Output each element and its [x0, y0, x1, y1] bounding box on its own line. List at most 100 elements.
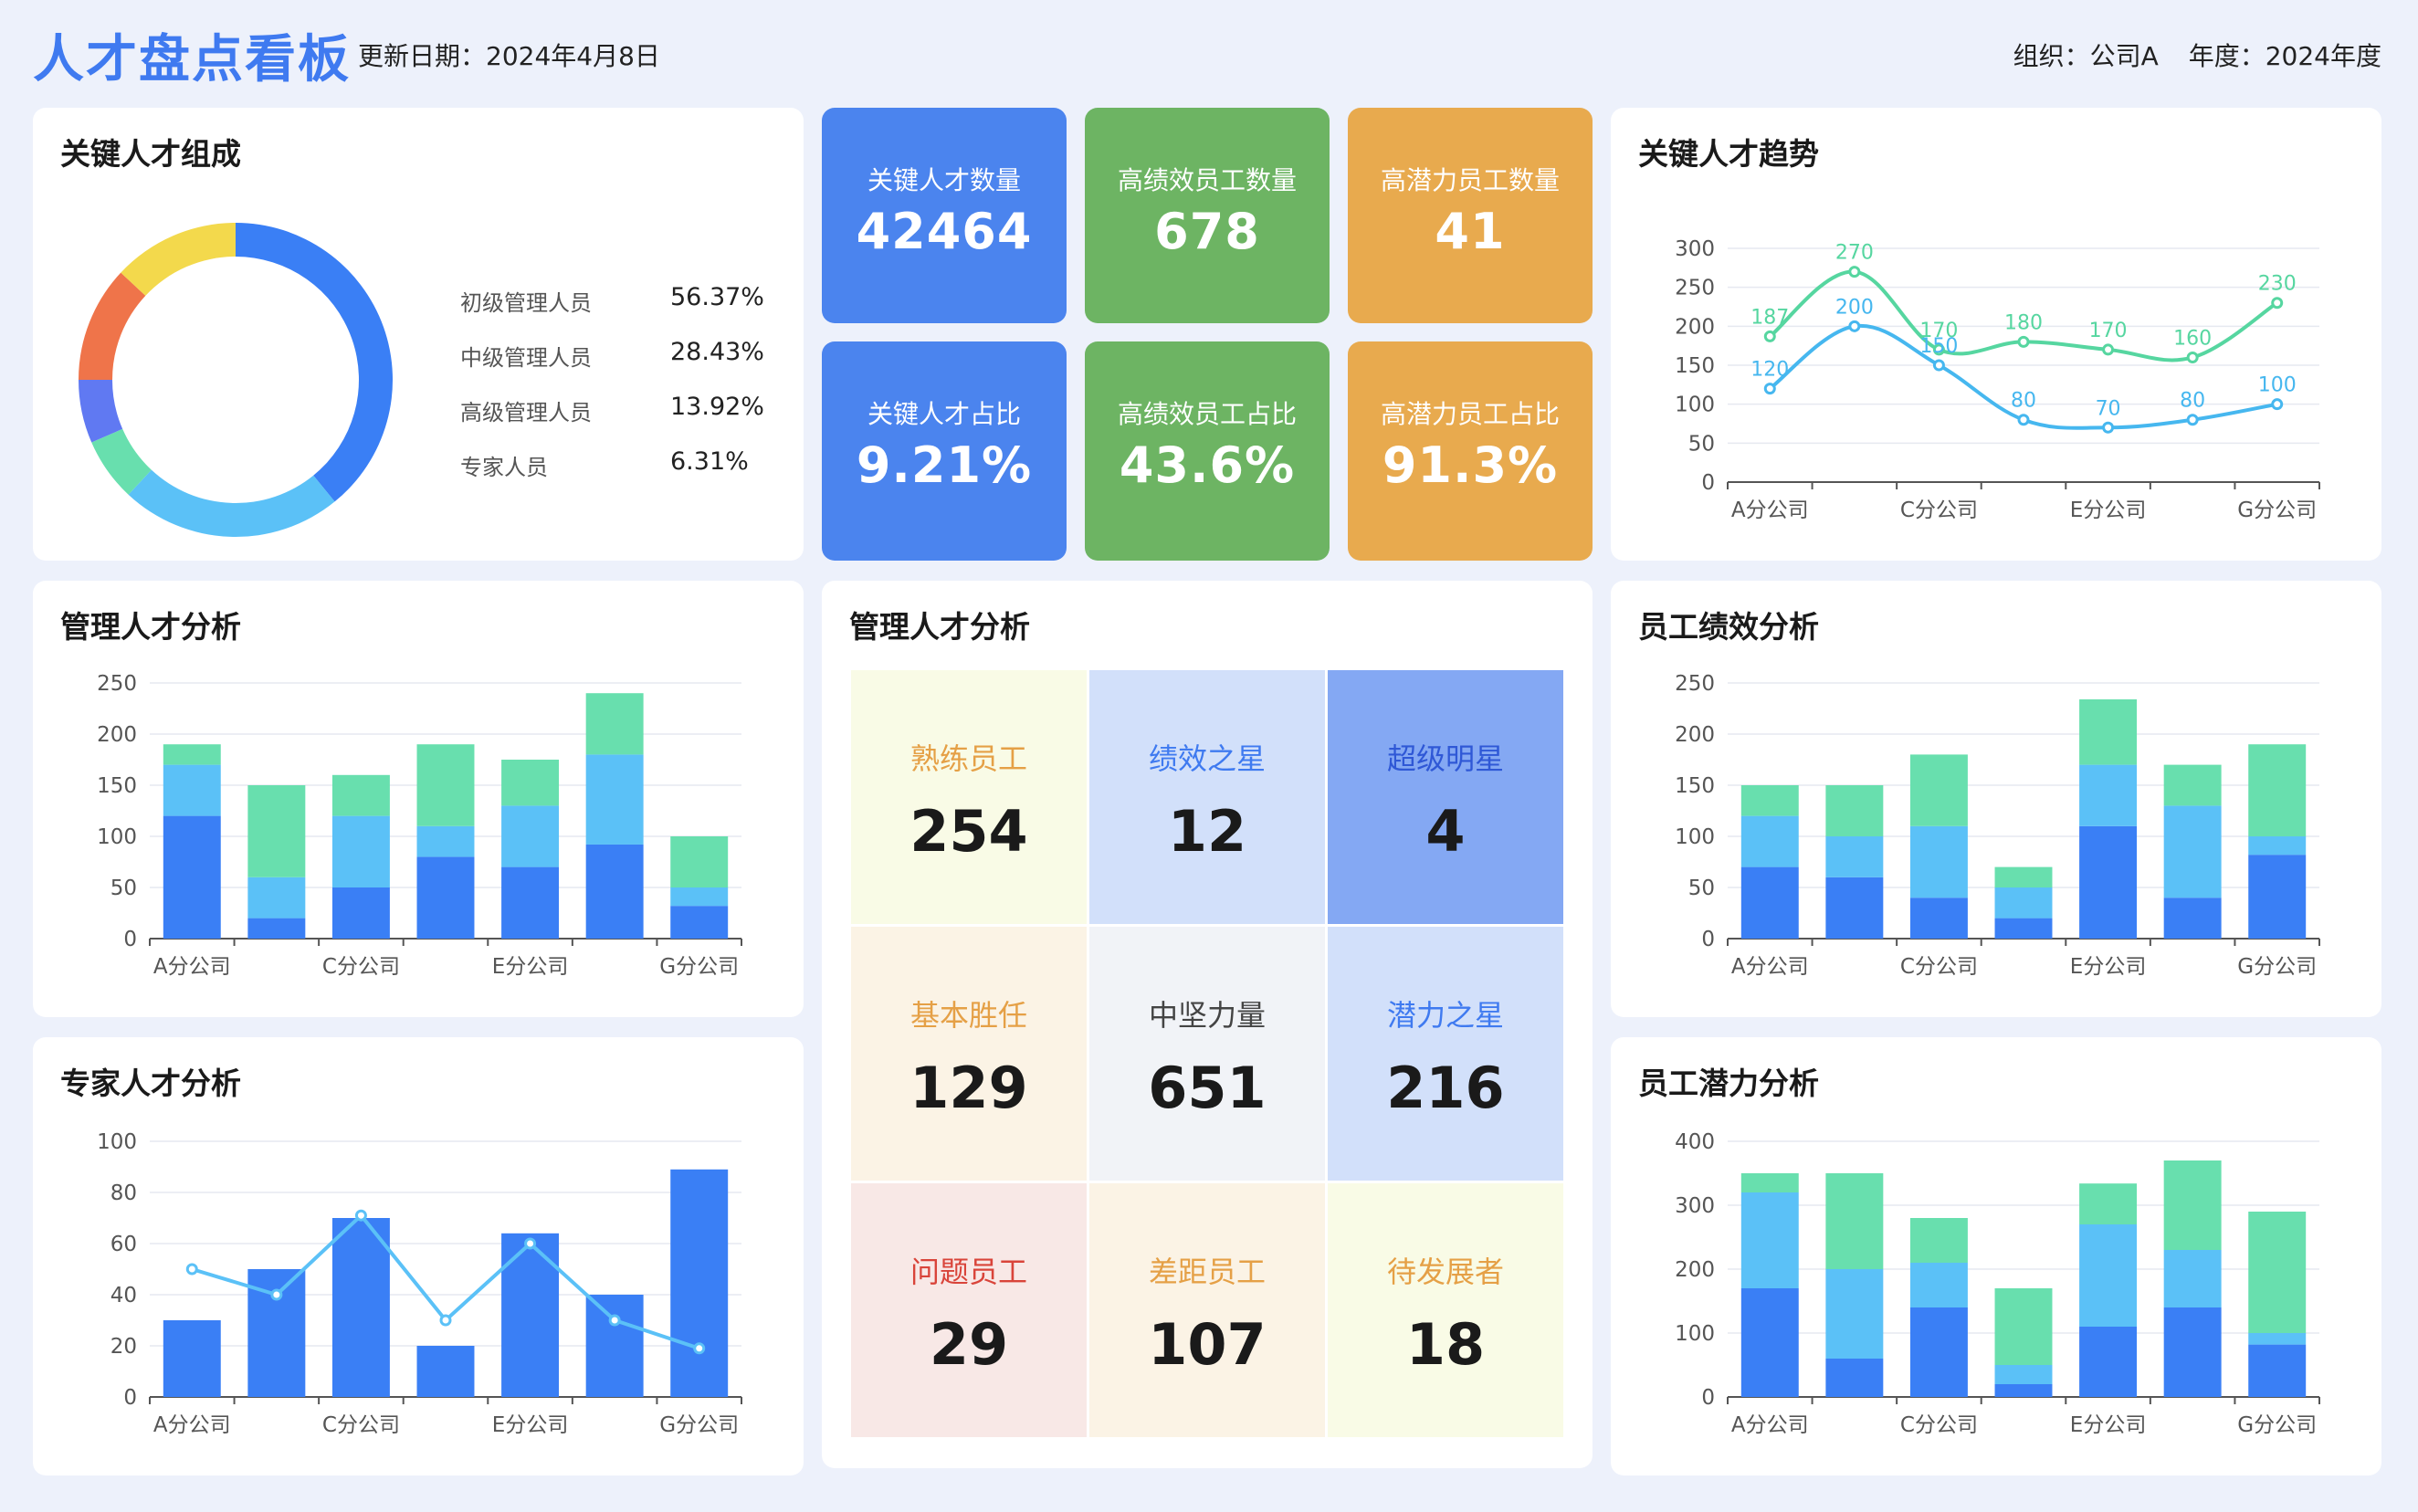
grid-cell-value: 107: [1148, 1311, 1267, 1378]
bar-segment: [1740, 866, 1799, 939]
bar-segment: [1994, 1365, 2053, 1384]
y-tick-label: 100: [1675, 1322, 1715, 1346]
bar-segment: [1909, 898, 1968, 939]
mgmt-chart: 0 50 100 150 200 250 A分公司 C分公司 E分公司 G分公司: [97, 672, 742, 979]
org-selector[interactable]: 组织：公司A: [2013, 41, 2159, 71]
grid-cell[interactable]: 基本胜任 129: [851, 927, 1087, 1181]
bar-segment: [2079, 698, 2138, 765]
line-point: [270, 1288, 283, 1301]
bar-segment: [2163, 1307, 2222, 1397]
bar-segment: [331, 815, 390, 887]
donut-slice: [79, 272, 146, 380]
expert-title: 专家人才分析: [60, 1066, 241, 1101]
grid-cell-label: 中坚力量: [1148, 998, 1266, 1033]
data-label: 170: [1919, 320, 1958, 342]
bar-segment: [416, 825, 475, 857]
grid-title: 管理人才分析: [849, 609, 1030, 645]
composition-card: 关键人才组成 初级管理人员 56.37% 中级管理人员 28.43% 高级管理人…: [33, 108, 804, 561]
y-tick-label: 20: [110, 1335, 137, 1359]
kpi-high-perf-ratio[interactable]: 高绩效员工占比 43.6%: [1085, 341, 1330, 561]
x-tick-label: E分公司: [492, 1413, 569, 1437]
bar-segment: [1740, 1288, 1799, 1397]
data-label: 100: [2258, 374, 2297, 397]
grid-cell-label: 问题员工: [909, 1255, 1027, 1289]
y-tick-label: 100: [1675, 825, 1715, 849]
legend-row: 专家人员 6.31%: [460, 444, 762, 480]
bar-segment: [1994, 866, 2053, 887]
line-point: [185, 1263, 198, 1276]
kpi-key-talent-ratio[interactable]: 关键人才占比 9.21%: [822, 341, 1067, 561]
trend-card: 关键人才趋势 0 50 100 150 200 250 300 A分公司 C分公司 E分公司 G分公…: [1611, 108, 2381, 561]
year-selector[interactable]: 年度：2024年度: [2188, 41, 2381, 71]
bar-segment: [501, 805, 560, 867]
kpi-label: 高潜力员工数量: [1380, 165, 1560, 195]
data-label: 160: [2173, 327, 2212, 350]
trend-point: [2186, 414, 2199, 426]
grid-cell[interactable]: 绩效之星 12: [1089, 670, 1325, 924]
grid-cell-label: 差距员工: [1148, 1255, 1266, 1289]
y-tick-label: 200: [1675, 1258, 1715, 1282]
grid-cell[interactable]: 中坚力量 651: [1089, 927, 1325, 1181]
bar-segment: [585, 754, 644, 845]
y-tick-label: 100: [97, 825, 137, 849]
grid-cell-label: 熟练员工: [909, 741, 1027, 776]
perf-card: 员工绩效分析 0 50 100 150 200 250 A分公司 C分公司 E分公司 G分公司: [1611, 581, 2381, 1017]
bar-segment: [331, 774, 390, 816]
bar-segment: [2248, 744, 2307, 836]
data-label: 70: [2096, 397, 2121, 420]
bar-segment: [1994, 1384, 2053, 1397]
x-tick-label: E分公司: [2070, 1413, 2147, 1437]
trend-point: [2186, 351, 2199, 363]
trend-point: [2017, 414, 2030, 426]
kpi-high-potential-count[interactable]: 高潜力员工数量 41: [1348, 108, 1593, 323]
donut-slice: [79, 380, 123, 443]
page-title: 人才盘点看板: [33, 30, 351, 89]
kpi-value: 91.3%: [1382, 436, 1559, 494]
data-label: 180: [2004, 311, 2043, 334]
grid-cell-value: 216: [1386, 1055, 1505, 1121]
y-tick-label: 400: [1675, 1130, 1715, 1154]
data-label: 200: [1835, 296, 1874, 319]
bar-segment: [247, 918, 306, 939]
bar-segment: [416, 856, 475, 939]
x-tick-label: A分公司: [153, 1413, 231, 1437]
kpi-label: 高潜力员工占比: [1380, 399, 1560, 429]
bar-segment: [2079, 1327, 2138, 1397]
x-tick-label: G分公司: [659, 1413, 739, 1437]
trend-title: 关键人才趋势: [1638, 136, 1819, 172]
bar-segment: [416, 744, 475, 826]
mgmt-card: 管理人才分析 0 50 100 150 200 250 A分公司 C分公司 E分公司 G分公司: [33, 581, 804, 1017]
update-date: 更新日期：2024年4月8日: [358, 41, 660, 71]
bar-segment: [670, 887, 729, 907]
bar-segment: [1909, 1263, 1968, 1307]
y-tick-label: 0: [1701, 928, 1715, 951]
grid-cell[interactable]: 潜力之星 216: [1328, 927, 1563, 1181]
bar-segment: [1825, 877, 1884, 939]
bar-segment: [2248, 855, 2307, 939]
bar-segment: [163, 764, 221, 816]
grid-cell[interactable]: 超级明星 4: [1328, 670, 1563, 924]
grid-cell-value: 12: [1167, 798, 1247, 865]
bar-segment: [2248, 1212, 2307, 1333]
grid-cell[interactable]: 问题员工 29: [851, 1183, 1087, 1437]
bar-segment: [1994, 918, 2053, 939]
bar-segment: [2163, 805, 2222, 898]
perf-title: 员工绩效分析: [1638, 609, 1819, 645]
grid-cell[interactable]: 熟练员工 254: [851, 670, 1087, 924]
kpi-high-potential-ratio[interactable]: 高潜力员工占比 91.3%: [1348, 341, 1593, 561]
legend-name: 高级管理人员: [460, 400, 592, 425]
kpi-key-talent-count[interactable]: 关键人才数量 42464: [822, 108, 1067, 323]
grid-cell-value: 254: [909, 798, 1028, 865]
trend-point: [2102, 343, 2115, 356]
bar-segment: [1994, 887, 2053, 919]
grid-cell[interactable]: 待发展者 18: [1328, 1183, 1563, 1437]
bar-segment: [247, 785, 306, 877]
perf-chart: 0 50 100 150 200 250 A分公司 C分公司 E分公司 G分公司: [1675, 672, 2320, 979]
bar-segment: [247, 877, 306, 919]
grid-cell[interactable]: 差距员工 107: [1089, 1183, 1325, 1437]
kpi-value: 9.21%: [856, 436, 1033, 494]
grid-cell-label: 潜力之星: [1386, 998, 1504, 1033]
y-tick-label: 150: [97, 774, 137, 798]
data-label: 170: [2089, 320, 2128, 342]
kpi-high-perf-count[interactable]: 高绩效员工数量 678: [1085, 108, 1330, 323]
